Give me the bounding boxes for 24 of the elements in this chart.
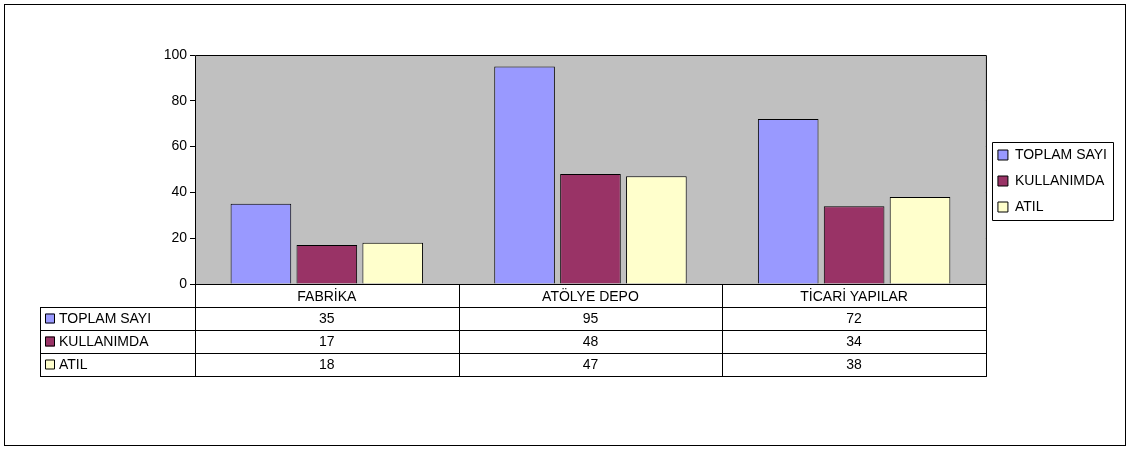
- y-tick-label: 40: [171, 183, 188, 200]
- y-tick-label: 80: [171, 91, 188, 108]
- data-label: 72: [846, 310, 863, 327]
- data-label: 18: [319, 356, 335, 373]
- data-label: 95: [582, 310, 599, 327]
- data-label: 48: [582, 333, 599, 350]
- text: KULLANIMDA: [59, 333, 149, 350]
- data-label: 35: [319, 310, 335, 327]
- legend-label: TOPLAM SAYI: [59, 310, 152, 327]
- x-tick-label: TİCARİ YAPILAR: [800, 287, 908, 305]
- y-tick-label: 0: [179, 274, 188, 291]
- y-tick-label: 100: [163, 45, 188, 62]
- data-label: 38: [846, 356, 863, 373]
- data-label: 34: [846, 333, 863, 350]
- y-tick-label: 20: [171, 229, 188, 246]
- data-label: 17: [319, 333, 335, 350]
- text: ATIL: [59, 356, 88, 373]
- legend-label: KULLANIMDA: [1014, 171, 1106, 188]
- legend-label: ATIL: [1014, 197, 1044, 214]
- data-label: 47: [582, 356, 599, 373]
- x-tick-label: FABRİKA: [297, 287, 358, 305]
- y-tick-label: 60: [171, 137, 188, 154]
- text: TOPLAM SAYI: [1014, 145, 1108, 162]
- x-tick-label: ATÖLYE DEPO: [542, 287, 639, 305]
